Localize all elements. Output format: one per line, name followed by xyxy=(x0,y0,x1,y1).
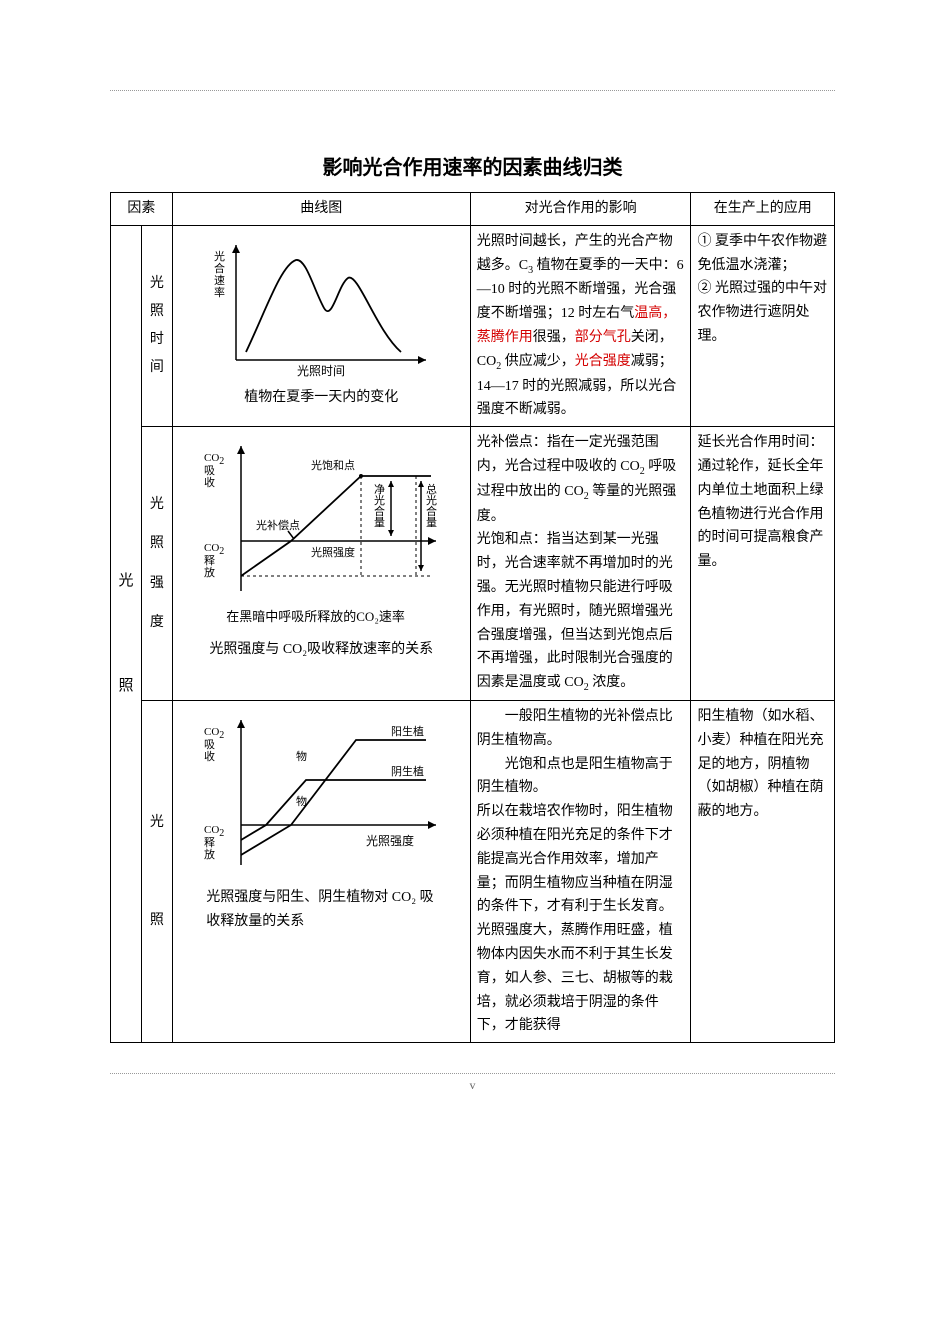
th-application: 在生产上的应用 xyxy=(691,193,835,226)
sub-factor-label: 光照时间 xyxy=(150,270,164,382)
gross-label: 总光合量 xyxy=(426,482,437,529)
main-table: 因素 曲线图 对光合作用的影响 在生产上的应用 光照 光照时间 xyxy=(110,192,835,1043)
effect-cell: 光照时间越长，产生的光合产物越多。C3 植物在夏季的一天中：6—10 时的光照不… xyxy=(470,225,691,426)
table-row: 光照强度 光补偿点 xyxy=(111,427,835,701)
chart-2: 光补偿点 光饱和点 xyxy=(196,431,446,662)
chart-cell: 光补偿点 光饱和点 xyxy=(172,427,470,701)
svg-text:物: 物 xyxy=(296,794,307,808)
factor-group-cell: 光照 xyxy=(111,225,142,1042)
sub-factor-label: 光照 xyxy=(150,798,164,945)
effect-cell: 一般阳生植物的光补偿点比阴生植物高。 光饱和点也是阳生植物高于阴生植物。 所以在… xyxy=(470,700,691,1042)
factor-group-label: 光照 xyxy=(118,555,133,713)
chart-2-caption: 光照强度与 CO₂吸收释放速率的关系 xyxy=(196,638,446,662)
effect-text-3: 所以在栽培农作物时，阳生植物必须种植在阳光充足的条件下才能提高光合作用效率，增加… xyxy=(477,804,673,1033)
chart-2-svg: 光补偿点 光饱和点 xyxy=(196,431,456,606)
chart-1-svg: 光照时间 光合速率 xyxy=(196,230,446,380)
chart-1: 光照时间 光合速率 植物在夏季一天内的变化 xyxy=(196,230,446,410)
sat-point-label: 光饱和点 xyxy=(311,458,355,472)
effect-text-1: 光照时间越长，产生的光合产物越多。C3 植物在夏季的一天中：6—10 时的光照不… xyxy=(477,234,684,418)
y-axis-label: 光合速率 xyxy=(214,249,225,299)
chart-3-svg: 阳生植 物 阴生植 物 光照强度 CO2吸收 CO2释放 xyxy=(196,705,456,880)
y-upper-label: CO2吸收 xyxy=(204,452,224,489)
application-text-3: 阳生植物（如水稻、小麦）种植在阳光充足的地方，阴植物（如胡椒）种植在荫蔽的地方。 xyxy=(697,709,823,819)
y-lower-label: CO2释放 xyxy=(204,824,224,861)
x-axis-label: 光照时间 xyxy=(297,364,345,378)
chart-3: 阳生植 物 阴生植 物 光照强度 CO2吸收 CO2释放 光照强度与阳生、阴生植… xyxy=(196,705,446,934)
footer-rule: v xyxy=(110,1073,835,1074)
effect-para-3a: 一般阳生植物的光补偿点比阴生植物高。 xyxy=(477,705,685,753)
effect-cell: 光补偿点：指在一定光强范围内，光合过程中吸收的 CO2 呼吸过程中放出的 CO2… xyxy=(470,427,691,701)
header-rule xyxy=(110,90,835,91)
net-label: 净光合量 xyxy=(374,482,385,529)
sub-factor-cell: 光照时间 xyxy=(141,225,172,426)
chart-3-caption: 光照强度与阳生、阴生植物对 CO₂ 吸收释放量的关系 xyxy=(196,886,446,934)
effect-text-2: 光补偿点：指在一定光强范围内，光合过程中吸收的 CO2 呼吸过程中放出的 CO2… xyxy=(477,435,676,690)
dark-resp-label: 在黑暗中呼吸所释放的CO₂速率 xyxy=(196,606,446,628)
sub-factor-cell: 光照强度 xyxy=(141,427,172,701)
application-cell: 延长光合作用时间：通过轮作，延长全年内单位土地面积上绿色植物进行光合作用的时间可… xyxy=(691,427,835,701)
table-row: 光照 光照时间 光照时间 光 xyxy=(111,225,835,426)
page: 影响光合作用速率的因素曲线归类 因素 曲线图 对光合作用的影响 在生产上的应用 … xyxy=(0,0,945,1114)
chart-1-caption: 植物在夏季一天内的变化 xyxy=(196,386,446,410)
x-axis-label: 光照强度 xyxy=(311,545,355,559)
th-chart: 曲线图 xyxy=(172,193,470,226)
sun-plant-label: 阳生植 xyxy=(391,724,424,738)
effect-para-3b: 光饱和点也是阳生植物高于阴生植物。 xyxy=(477,753,685,801)
application-text-1: ① 夏季中午农作物避免低温水浇灌；② 光照过强的中午对农作物进行遮阴处理。 xyxy=(697,234,827,344)
page-title: 影响光合作用速率的因素曲线归类 xyxy=(110,151,835,180)
sub-factor-cell: 光照 xyxy=(141,700,172,1042)
table-row: 光照 阳生植 物 阴生植 物 xyxy=(111,700,835,1042)
comp-point-label: 光补偿点 xyxy=(256,518,300,532)
svg-text:物: 物 xyxy=(296,749,307,763)
x-axis-label: 光照强度 xyxy=(366,833,414,848)
application-cell: 阳生植物（如水稻、小麦）种植在阳光充足的地方，阴植物（如胡椒）种植在荫蔽的地方。 xyxy=(691,700,835,1042)
application-text-2: 延长光合作用时间：通过轮作，延长全年内单位土地面积上绿色植物进行光合作用的时间可… xyxy=(697,435,823,569)
sub-factor-label: 光照强度 xyxy=(150,485,164,642)
footer-mark: v xyxy=(470,1078,476,1093)
th-factor: 因素 xyxy=(111,193,173,226)
application-cell: ① 夏季中午农作物避免低温水浇灌；② 光照过强的中午对农作物进行遮阴处理。 xyxy=(691,225,835,426)
chart-cell: 光照时间 光合速率 植物在夏季一天内的变化 xyxy=(172,225,470,426)
chart-cell: 阳生植 物 阴生植 物 光照强度 CO2吸收 CO2释放 光照强度与阳生、阴生植… xyxy=(172,700,470,1042)
y-lower-label: CO2释放 xyxy=(204,542,224,579)
table-header-row: 因素 曲线图 对光合作用的影响 在生产上的应用 xyxy=(111,193,835,226)
th-effect: 对光合作用的影响 xyxy=(470,193,691,226)
y-upper-label: CO2吸收 xyxy=(204,726,224,763)
shade-plant-label: 阴生植 xyxy=(391,764,424,778)
dark-resp-text: 在黑暗中呼吸所释放的CO₂速率 xyxy=(226,609,405,624)
